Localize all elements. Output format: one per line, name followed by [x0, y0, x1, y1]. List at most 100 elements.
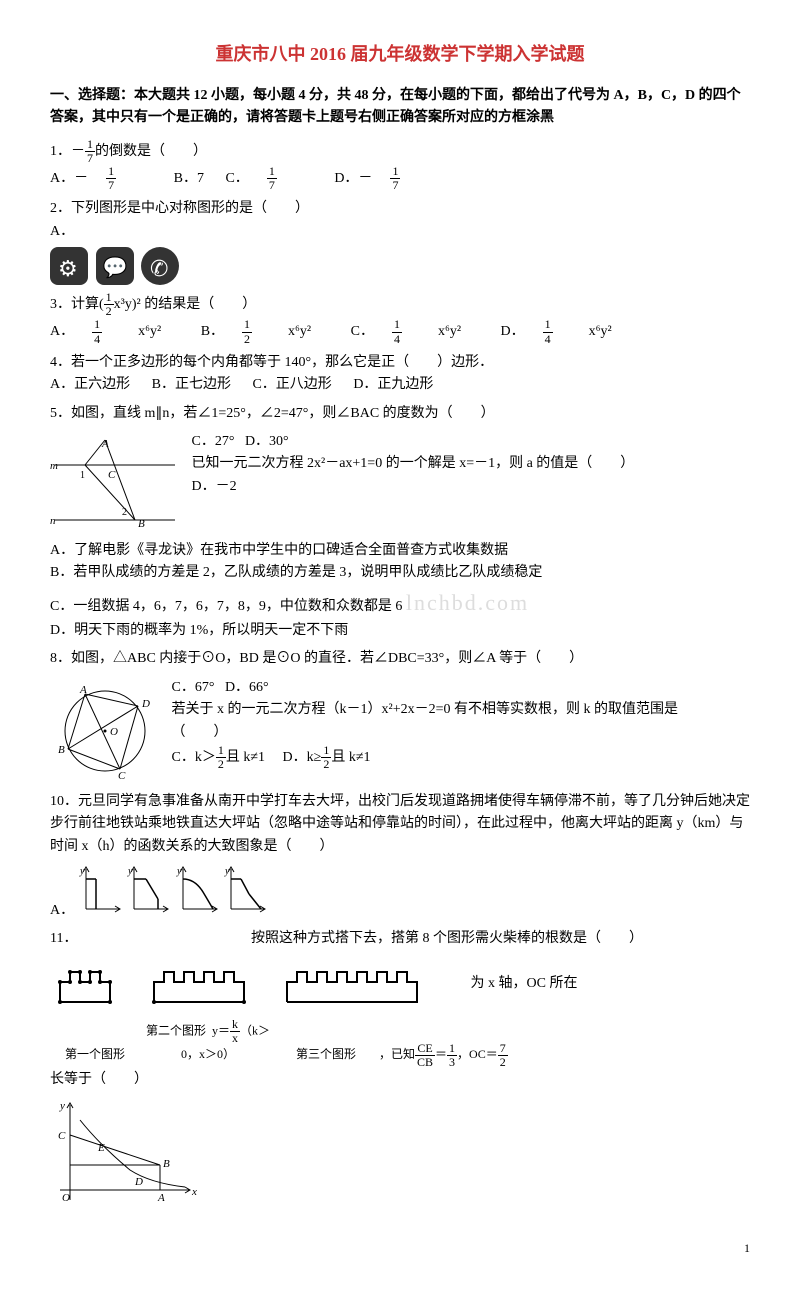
- q8-q9-text: C．67° D．66° 若关于 x 的一元二次方程（k－1）x²+2x－2=0 …: [172, 677, 692, 772]
- svg-text:y: y: [224, 866, 230, 877]
- question-4: 4．若一个正多边形的每个内角都等于 140°，那么它是正（ ）边形． A．正六边…: [50, 352, 750, 397]
- q2-opt-a: A．: [50, 224, 74, 239]
- q3-opt-d: D．14x⁶y²: [501, 324, 630, 339]
- q7-opt-c-row: C．一组数据 4，6，7，6，7，8，9，中位数和众数都是 6 lnchbd.c…: [50, 585, 750, 620]
- svg-text:A: A: [101, 438, 109, 450]
- svg-text:y: y: [59, 1100, 65, 1112]
- question-10: 10．元旦同学有急事准备从南开中学打车去大坪，出校门后发现道路拥堵使得车辆停滞不…: [50, 791, 750, 858]
- phone-icon: [141, 247, 179, 285]
- castle-2: [144, 957, 274, 1012]
- svg-text:2: 2: [122, 507, 127, 518]
- q5-stem: 5．如图，直线 m∥n，若∠1=25°，∠2=47°，则∠BAC 的度数为（ ）: [50, 406, 495, 421]
- question-5: 5．如图，直线 m∥n，若∠1=25°，∠2=47°，则∠BAC 的度数为（ ）: [50, 403, 750, 425]
- q4-stem: 4．若一个正多边形的每个内角都等于 140°，那么它是正（ ）边形．: [50, 355, 493, 370]
- q8-figure-block: O A B C D C．67° D．66° 若关于 x 的一元二次方程（k－1）…: [50, 677, 750, 785]
- q12-mid: 为 x 轴，OC 所在: [471, 976, 578, 991]
- svg-text:y: y: [127, 866, 133, 877]
- q11-tail: 按照这种方式搭下去，搭第 8 个图形需火柴棒的根数是（ ）: [251, 931, 643, 946]
- q10-graph-c: y: [175, 864, 220, 914]
- q1-opt-d: D．－17: [334, 171, 436, 186]
- q11-figures: 为 x 轴，OC 所在: [50, 957, 750, 1012]
- svg-text:C: C: [118, 770, 126, 781]
- gear-icon: [50, 247, 88, 285]
- q5-opt-c: C．27°: [192, 434, 235, 449]
- q3-stem: 3．计算: [50, 297, 99, 312]
- chat-icon: [96, 247, 134, 285]
- q3-opt-b: B．12x⁶y²: [201, 324, 329, 339]
- q1-frac-d: 7: [85, 152, 95, 165]
- q10-graph-a: y: [78, 864, 123, 914]
- svg-text:n: n: [50, 515, 56, 527]
- title-text: 重庆市八中 2016 届九年级数学下学期入学试题: [216, 44, 585, 64]
- q8-opt-d: D．66°: [225, 680, 269, 695]
- svg-text:E: E: [97, 1142, 105, 1154]
- svg-text:x: x: [191, 1186, 197, 1198]
- section-1-head: 一、选择题：本大题共 12 小题，每小题 4 分，共 48 分，在每小题的下面，…: [50, 85, 750, 130]
- svg-text:D: D: [141, 698, 150, 710]
- svg-text:O: O: [110, 726, 118, 738]
- q1-stem: 1．－: [50, 143, 85, 158]
- q5-opt-d: D．30°: [245, 434, 289, 449]
- q4-opt-d: D．正九边形: [353, 377, 433, 392]
- q2-stem: 2．下列图形是中心对称图形的是（ ）: [50, 201, 309, 216]
- q7-opt-a: A．了解电影《寻龙诀》在我市中学生中的口碑适合全面普查方式收集数据: [50, 540, 750, 562]
- q1-frac-n: 1: [85, 138, 95, 152]
- q5-figure-block: m n A C 1 2 B C．27° D．30° 已知一元二次方程 2x²－a…: [50, 431, 750, 534]
- q3-opt-c: C．14x⁶y²: [351, 324, 479, 339]
- question-1: 1．－17的倒数是（ ） A．－17 B．7 C．17 D．－17: [50, 138, 750, 193]
- svg-text:C: C: [58, 1130, 66, 1142]
- cap3: 第三个图形: [276, 1045, 376, 1064]
- q11-stem: 11．: [50, 931, 77, 946]
- q5-q6-text: C．27° D．30° 已知一元二次方程 2x²－ax+1=0 的一个解是 x=…: [192, 431, 692, 498]
- q7-opt-b: B．若甲队成绩的方差是 2，乙队成绩的方差是 3，说明甲队成绩比乙队成绩稳定: [50, 562, 750, 584]
- cap1: 第一个图形: [50, 1045, 140, 1064]
- q4-opt-a: A．正六边形: [50, 377, 130, 392]
- page-number: 1: [50, 1239, 750, 1258]
- q6-opt-d: D．－2: [192, 479, 237, 494]
- q9-stem: 若关于 x 的一元二次方程（k－1）x²+2x－2=0 有不相等实数根，则 k …: [172, 702, 679, 739]
- q12-figure: y O C E B D A x: [50, 1095, 200, 1215]
- q10-graph-d: y: [223, 864, 268, 914]
- q1-opt-c: C．17: [225, 171, 312, 186]
- q7-opt-c: C．一组数据 4，6，7，6，7，8，9，中位数和众数都是 6: [50, 599, 402, 614]
- svg-text:m: m: [50, 460, 58, 472]
- q1-tail: 的倒数是（ ）: [95, 143, 207, 158]
- watermark: lnchbd.com: [406, 590, 529, 615]
- question-3: 3．计算(12x³y)² 的结果是（ ） A．14x⁶y² B．12x⁶y² C…: [50, 291, 750, 346]
- castle-1: [50, 957, 140, 1012]
- svg-text:B: B: [138, 518, 145, 530]
- svg-text:O: O: [62, 1192, 70, 1204]
- q4-opt-b: B．正七边形: [152, 377, 231, 392]
- q6-stem: 已知一元二次方程 2x²－ax+1=0 的一个解是 x=－1，则 a 的值是（ …: [192, 456, 635, 471]
- question-8: 8．如图，△ABC 内接于⊙O，BD 是⊙O 的直径．若∠DBC=33°，则∠A…: [50, 648, 750, 670]
- question-7: A．了解电影《寻龙诀》在我市中学生中的口碑适合全面普查方式收集数据 B．若甲队成…: [50, 540, 750, 642]
- q10-graph-b: y: [126, 864, 171, 914]
- svg-text:A: A: [79, 684, 87, 696]
- svg-text:y: y: [176, 866, 182, 877]
- q10-graphs: A． y y y y: [50, 864, 750, 922]
- q1-opt-b: B．7: [174, 171, 204, 186]
- q1-opt-a: A．－17: [50, 171, 152, 186]
- svg-text:y: y: [79, 866, 85, 877]
- svg-text:C: C: [108, 469, 116, 481]
- svg-text:D: D: [134, 1176, 143, 1188]
- svg-text:1: 1: [80, 470, 85, 481]
- q12-tail2: 长等于（ ）: [50, 1069, 750, 1091]
- q7-opt-d: D．明天下雨的概率为 1%，所以明天一定不下雨: [50, 620, 750, 642]
- q9-opt-d: D．k≥12且 k≠1: [283, 750, 371, 765]
- cap2-block: 第二个图形 y＝kx（k＞0，x＞0）: [143, 1018, 273, 1065]
- q4-opt-c: C．正八边形: [252, 377, 331, 392]
- q5-figure: m n A C 1 2 B: [50, 435, 180, 530]
- q12-tail: ，已知CECB＝13，OC＝72: [379, 1047, 508, 1061]
- q3-opt-a: A．14x⁶y²: [50, 324, 179, 339]
- q9-opt-c: C．k＞12且 k≠1: [172, 750, 266, 765]
- question-2: 2．下列图形是中心对称图形的是（ ） A．: [50, 198, 750, 285]
- castle-3: [277, 957, 447, 1012]
- q10-opt-a: A．: [50, 903, 74, 918]
- question-11: 11． 按照这种方式搭下去，搭第 8 个图形需火柴棒的根数是（ ）: [50, 928, 750, 950]
- q2-icons: [50, 247, 750, 285]
- q8-opt-c: C．67°: [172, 680, 215, 695]
- svg-text:B: B: [163, 1158, 170, 1170]
- q11-captions: 第一个图形 第二个图形 y＝kx（k＞0，x＞0） 第三个图形 ，已知CECB＝…: [50, 1018, 750, 1069]
- q8-stem: 8．如图，△ABC 内接于⊙O，BD 是⊙O 的直径．若∠DBC=33°，则∠A…: [50, 651, 583, 666]
